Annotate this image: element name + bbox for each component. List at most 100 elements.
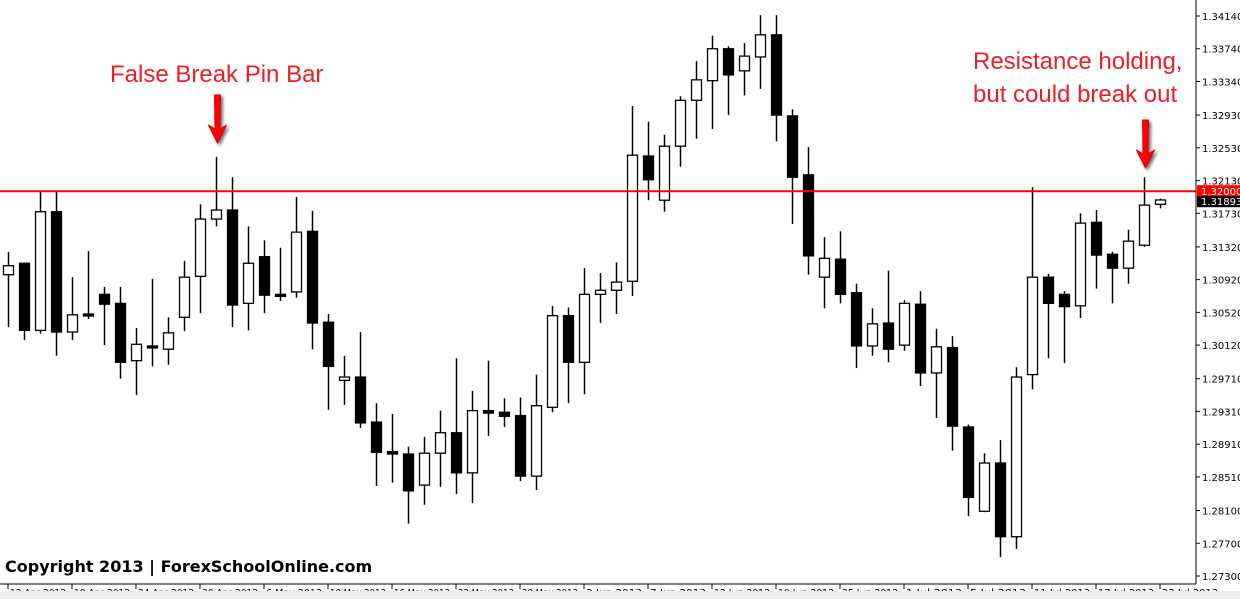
bullish-candle [162,317,175,365]
candle-body [306,230,319,324]
candle-body [722,48,735,76]
bullish-candle [978,453,991,513]
candle-body [562,314,575,363]
candle-body [818,257,831,278]
candle-body [1154,199,1167,205]
candle-body [754,34,767,58]
candle-body [786,115,799,178]
candle-body [402,453,415,492]
y-tick-label: 1.33340 [1202,77,1240,88]
annotation-line: but could break out [973,81,1178,108]
y-tick-label: 1.31320 [1202,243,1240,254]
candle-body [530,405,543,477]
bullish-candle [738,43,751,96]
bearish-candle [274,247,287,301]
candle-body [658,145,671,201]
candle-body [610,281,623,291]
candle-body [930,346,943,374]
candle-body [978,462,991,512]
bullish-candle [866,308,879,356]
candle-body [146,345,159,349]
candle-body [626,154,639,282]
bullish-candle [1122,229,1135,284]
bearish-candle [498,398,511,427]
bearish-candle [946,336,959,451]
bullish-candle [594,273,607,324]
candle-body [34,211,47,332]
bearish-candle [1106,251,1119,304]
bullish-candle [706,35,719,129]
candle-body [914,303,927,374]
y-tick-label: 1.28910 [1202,440,1240,451]
y-tick-label: 1.32130 [1202,177,1240,188]
bullish-candle [290,196,303,298]
candle-body [50,211,63,333]
candle-body [770,34,783,116]
bearish-candle [450,358,463,495]
candle-body [546,314,559,408]
bearish-candle [562,307,575,404]
bullish-candle [930,328,943,418]
bearish-candle [226,177,239,328]
y-tick-label: 1.33740 [1202,45,1240,56]
candle-body [338,376,351,381]
candle-body [450,432,463,474]
bearish-candle [850,283,863,369]
candle-body [866,323,879,347]
bearish-candle [306,210,319,350]
candle-body [194,218,207,278]
y-tick-label: 1.31730 [1202,209,1240,220]
candle-body [418,452,431,486]
candle-body [1138,204,1151,246]
candle-body [82,313,95,317]
bearish-candle [146,278,159,367]
bearish-candle [722,46,735,116]
candles-layer [2,15,1167,558]
candle-body [1106,253,1119,269]
bullish-candle [898,300,911,351]
candle-body [1042,276,1055,305]
candle-body [1090,221,1103,256]
bearish-candle [482,360,495,436]
bearish-candle [50,192,63,356]
bullish-candle [658,134,671,212]
current-price-tag-bg [1197,196,1240,208]
level-price-tag: 1.32000 [1197,185,1240,198]
candle-body [706,48,719,82]
down-arrow-shape [208,94,227,144]
bearish-candle [354,332,367,428]
candle-body [290,231,303,293]
y-tick-label: 1.28510 [1202,473,1240,484]
candle-body [354,376,367,424]
bullish-candle [434,410,447,487]
bearish-candle [370,403,383,486]
candle-body [2,265,15,276]
candle-body [834,258,847,296]
candle-body [882,322,895,350]
bullish-candle [178,260,191,332]
candle-body [514,414,527,477]
candle-body [802,174,815,257]
bearish-candle [402,446,415,524]
bearish-candle [1042,273,1055,359]
candle-body [226,209,239,306]
bullish-candle [530,374,543,491]
annotation-line: Resistance holding, [973,48,1183,75]
bearish-candle [1058,291,1071,364]
candle-body [322,321,335,368]
bearish-candle [98,286,111,346]
bearish-candle [914,291,927,387]
bullish-candle [34,192,47,334]
bullish-candle [818,237,831,309]
bullish-candle [418,436,431,505]
current-price-tag: 1.31893 [1197,196,1240,208]
bullish-candle [338,355,351,405]
level-price-tag-text: 1.32000 [1201,187,1240,198]
candle-body [178,276,191,318]
bullish-candle [2,251,15,328]
bullish-candle [610,262,623,315]
candle-body [130,343,143,362]
down-arrow-icon [208,94,227,144]
candle-body [578,293,591,363]
candle-body [946,346,959,427]
